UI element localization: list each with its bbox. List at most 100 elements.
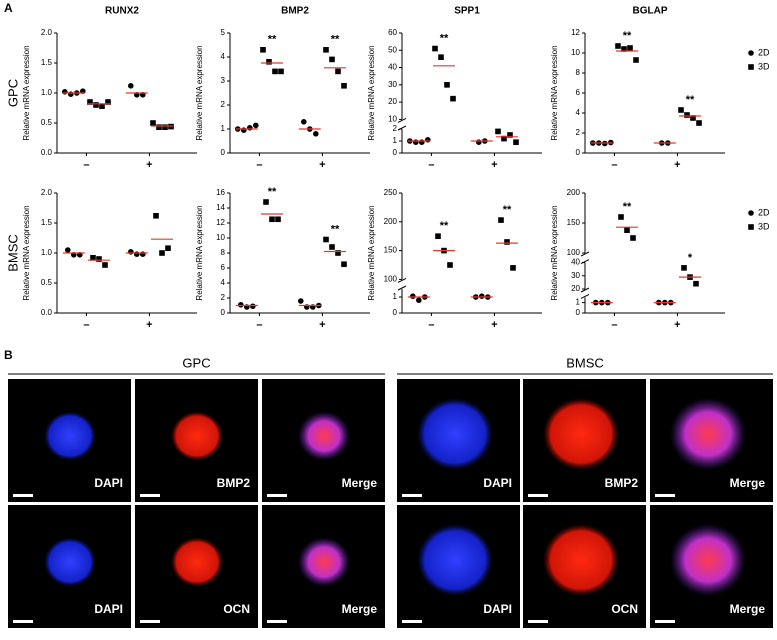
- axis-break: [397, 117, 407, 123]
- data-point: [253, 122, 259, 129]
- channel-label: OCN: [611, 602, 638, 616]
- legend-marker: [748, 50, 754, 56]
- data-point: [501, 135, 507, 142]
- significance: *: [688, 252, 693, 264]
- legend-label: 3D: [758, 221, 770, 231]
- panel-label: B: [4, 348, 13, 362]
- x-tick-label: +: [319, 159, 325, 171]
- significance: **: [623, 30, 632, 42]
- y-tick-label: 2: [576, 128, 581, 137]
- channel-label: Merge: [342, 476, 378, 490]
- legend-marker: [748, 64, 754, 70]
- data-point: [96, 256, 102, 262]
- y-tick-label: 5: [221, 28, 226, 37]
- scale-bar: [528, 494, 548, 497]
- data-point: [128, 83, 134, 89]
- legend-label: 2D: [758, 207, 770, 217]
- y-tick-label: 0: [393, 308, 398, 317]
- data-point: [153, 213, 159, 219]
- x-tick-label: –: [428, 319, 434, 331]
- data-point: [425, 137, 431, 143]
- channel-label: Merge: [342, 602, 378, 616]
- y-tick-label: 60: [388, 28, 397, 37]
- y-axis-label: Relative mRNA expression: [22, 45, 31, 140]
- x-tick-label: +: [146, 319, 152, 331]
- data-point: [93, 102, 99, 108]
- significance: **: [331, 223, 340, 235]
- data-point: [513, 139, 519, 145]
- y-axis-label: Relative mRNA expression: [195, 45, 204, 140]
- axis-break: [397, 285, 407, 291]
- data-point: [140, 251, 146, 257]
- data-point: [313, 131, 319, 137]
- x-tick-label: +: [674, 319, 680, 331]
- significance: **: [331, 34, 340, 46]
- data-point: [507, 132, 513, 138]
- data-point: [238, 301, 244, 308]
- y-tick-label: 30: [388, 80, 397, 89]
- y-tick-label: 1.0: [41, 88, 53, 97]
- data-point: [301, 119, 307, 125]
- chart-title: BMP2: [281, 6, 309, 17]
- channel-label: DAPI: [94, 476, 123, 490]
- panel-label: A: [4, 1, 13, 15]
- data-point: [510, 265, 516, 271]
- y-tick-label: 16: [216, 188, 225, 197]
- y-tick-label: 2.0: [41, 188, 53, 197]
- data-point: [263, 199, 269, 205]
- data-point: [438, 54, 444, 60]
- y-tick-label: 0: [576, 308, 581, 317]
- spheroid: [543, 397, 619, 471]
- y-tick-label: 0: [576, 148, 581, 157]
- spheroid: [44, 411, 96, 461]
- y-tick-label: 2: [221, 293, 226, 302]
- data-point: [618, 214, 624, 220]
- group-title: BMSC: [566, 355, 604, 370]
- data-point: [165, 245, 171, 251]
- scale-bar: [402, 620, 422, 623]
- axis-break: [580, 293, 590, 299]
- channel-label: OCN: [223, 602, 250, 616]
- data-point: [413, 139, 419, 145]
- chart-title: SPP1: [454, 6, 480, 17]
- legend-label: 2D: [758, 47, 770, 57]
- y-tick-label: 100: [384, 275, 398, 284]
- scale-bar: [140, 494, 160, 497]
- data-point: [156, 124, 162, 130]
- data-point: [624, 227, 630, 233]
- data-point: [696, 120, 702, 126]
- x-tick-label: –: [611, 319, 617, 331]
- significance: **: [268, 34, 277, 46]
- x-tick-label: +: [491, 159, 497, 171]
- data-point: [630, 235, 636, 241]
- x-tick-label: –: [428, 159, 434, 171]
- data-point: [678, 107, 684, 113]
- data-point: [341, 261, 347, 268]
- y-tick-label: 2: [393, 124, 398, 133]
- data-point: [410, 293, 416, 300]
- y-tick-label: 2: [221, 100, 226, 109]
- y-tick-label: 30: [571, 271, 580, 280]
- y-tick-label: 50: [388, 45, 397, 54]
- data-point: [134, 251, 140, 257]
- y-tick-label: 0.5: [41, 278, 53, 287]
- data-point: [447, 262, 453, 268]
- legend-marker: [748, 224, 754, 230]
- data-point: [275, 216, 281, 223]
- data-point: [615, 43, 621, 49]
- data-point: [68, 91, 74, 97]
- y-tick-label: 4: [576, 108, 581, 117]
- spheroid: [417, 397, 493, 471]
- data-point: [241, 127, 247, 133]
- y-tick-label: 100: [567, 248, 581, 257]
- y-tick-label: 0.0: [41, 308, 53, 317]
- data-point: [684, 112, 690, 118]
- spheroid: [298, 537, 350, 587]
- y-tick-label: 6: [221, 263, 226, 272]
- spheroid: [171, 537, 223, 587]
- data-point: [479, 293, 485, 300]
- spheroid: [298, 411, 350, 461]
- y-axis-label: Relative mRNA expression: [367, 45, 376, 140]
- axis-break: [580, 251, 590, 257]
